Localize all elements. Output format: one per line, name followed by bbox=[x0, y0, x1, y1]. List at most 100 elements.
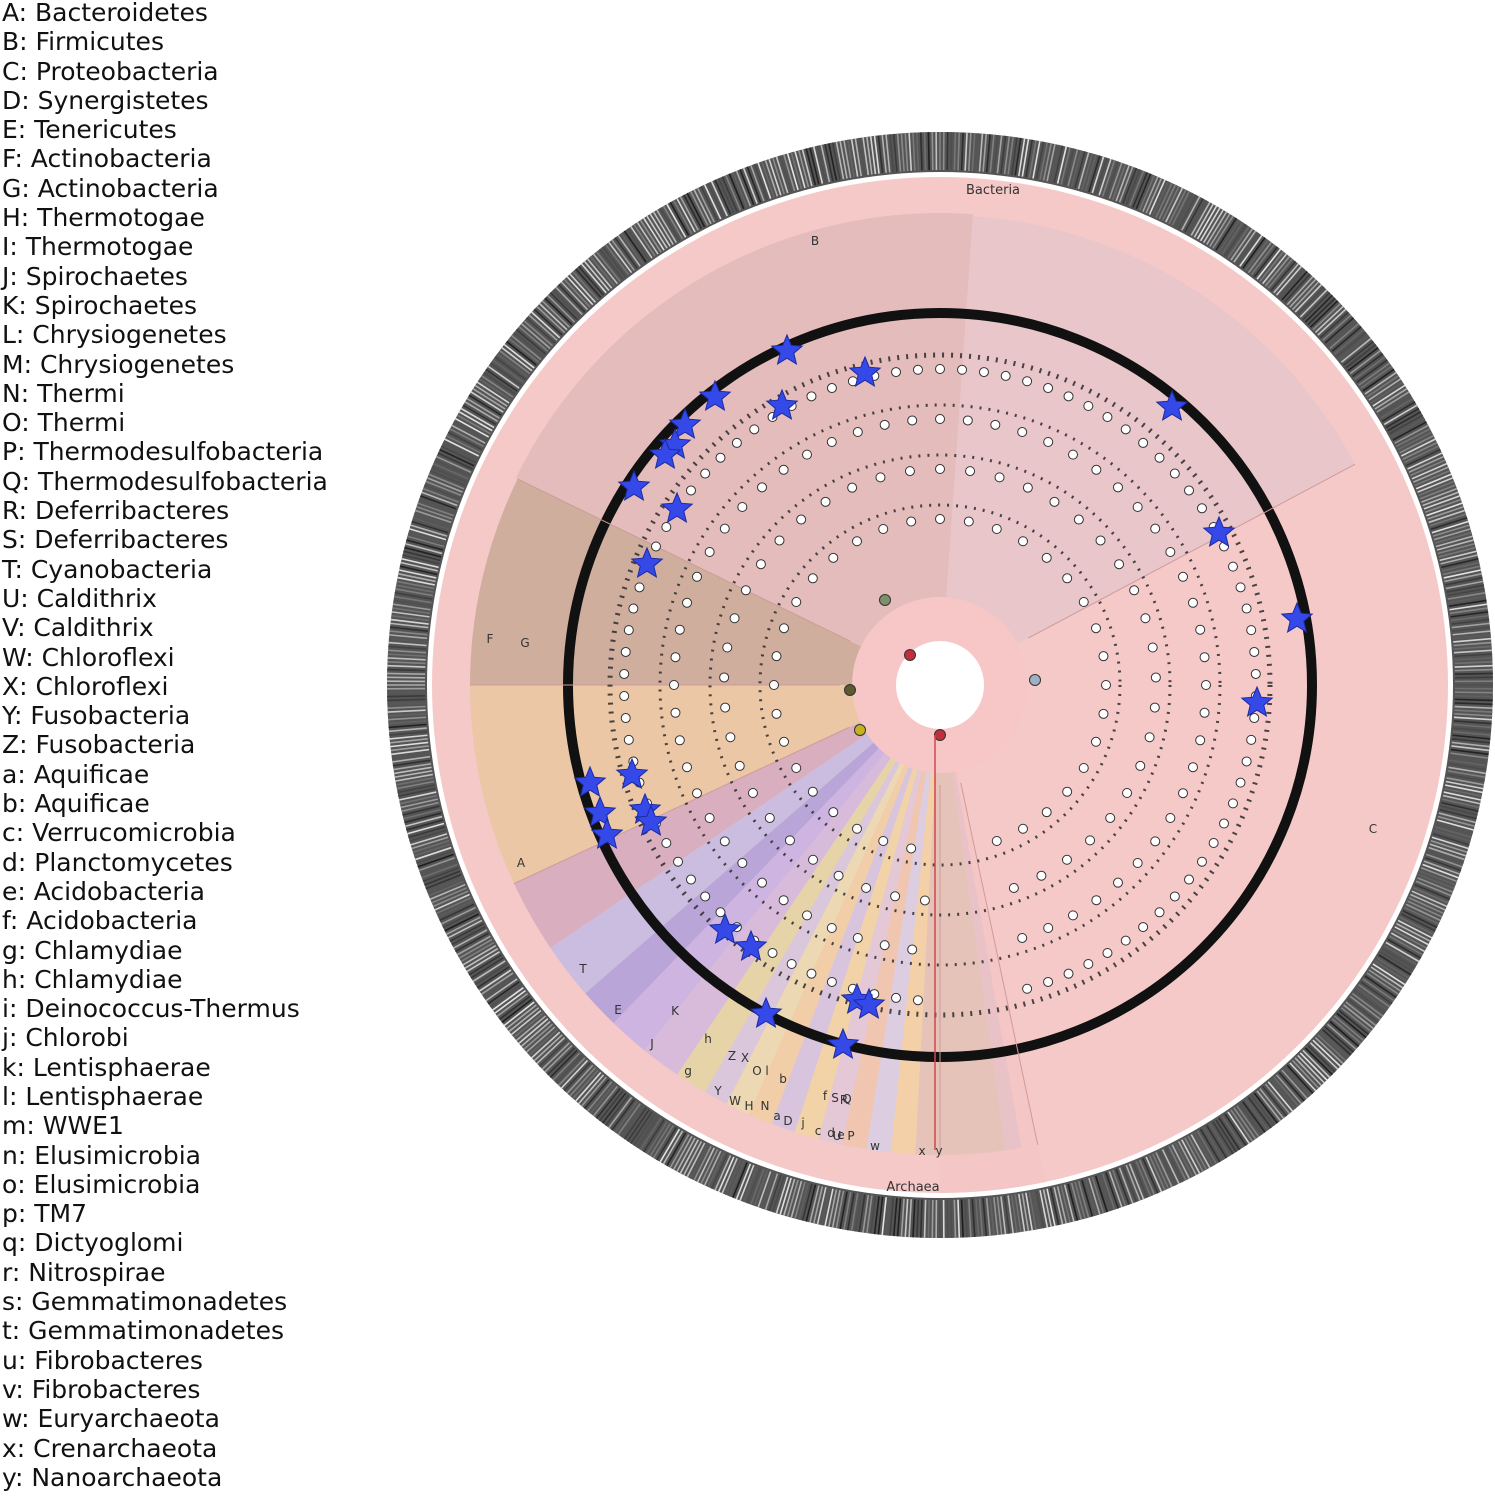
barcode-line bbox=[975, 1198, 980, 1237]
tree-node bbox=[1187, 762, 1198, 773]
tree-node bbox=[784, 835, 795, 846]
star-marker bbox=[826, 1027, 860, 1059]
barcode-line bbox=[1422, 863, 1459, 879]
barcode-line bbox=[555, 1054, 583, 1084]
barcode-line bbox=[1414, 883, 1451, 901]
barcode-line bbox=[1340, 337, 1372, 363]
barcode-line bbox=[1436, 819, 1474, 831]
tree-node bbox=[771, 651, 782, 662]
barcode-line bbox=[393, 599, 432, 608]
barcode-line bbox=[1417, 877, 1454, 893]
barcode-line bbox=[598, 1090, 624, 1122]
barcode-line bbox=[1389, 414, 1424, 435]
barcode-line bbox=[1362, 978, 1395, 1002]
barcode-line bbox=[732, 1162, 748, 1199]
barcode-line bbox=[492, 359, 524, 383]
barcode-line bbox=[1446, 584, 1485, 593]
barcode-line bbox=[757, 1171, 772, 1208]
barcode-line bbox=[1354, 989, 1386, 1014]
barcode-line bbox=[1345, 1001, 1377, 1027]
barcode-line bbox=[1236, 1105, 1260, 1138]
legend-item: N: Thermi bbox=[2, 378, 125, 408]
barcode-line bbox=[1118, 1167, 1134, 1204]
barcode-line bbox=[1454, 691, 1493, 694]
barcode-line bbox=[389, 634, 428, 640]
tree-node bbox=[1078, 597, 1089, 607]
clade-label: H bbox=[744, 1099, 753, 1113]
barcode-line bbox=[828, 143, 838, 181]
barcode-line bbox=[1142, 1158, 1159, 1194]
barcode-line bbox=[1177, 194, 1197, 229]
barcode-line bbox=[1105, 161, 1119, 198]
barcode-line bbox=[1289, 278, 1317, 308]
barcode-line bbox=[393, 595, 432, 604]
barcode-line bbox=[1368, 969, 1402, 992]
barcode-line bbox=[1418, 480, 1455, 497]
tree-node bbox=[1063, 968, 1074, 979]
barcode-line bbox=[449, 922, 484, 942]
tree-node bbox=[994, 472, 1005, 483]
legend-item: M: Chrysiogenetes bbox=[2, 349, 235, 379]
barcode-line bbox=[1407, 452, 1443, 470]
tree-node bbox=[826, 923, 837, 934]
barcode-line bbox=[1396, 922, 1431, 942]
barcode-line bbox=[444, 438, 480, 457]
barcode-line bbox=[858, 1194, 866, 1233]
barcode-line bbox=[1408, 897, 1444, 915]
barcode-line bbox=[790, 152, 803, 190]
barcode-line bbox=[1039, 1190, 1049, 1228]
barcode-line bbox=[598, 248, 624, 280]
barcode-line bbox=[1444, 787, 1482, 797]
barcode-line bbox=[1326, 320, 1357, 347]
barcode-line bbox=[1442, 794, 1481, 805]
barcode-line bbox=[1181, 196, 1201, 231]
legend-item: d: Planctomycetes bbox=[2, 847, 233, 877]
barcode-line bbox=[649, 1123, 671, 1157]
tree-node bbox=[852, 536, 862, 547]
barcode-line bbox=[892, 133, 898, 172]
barcode-line bbox=[1250, 244, 1275, 276]
barcode-line bbox=[772, 1175, 786, 1213]
barcode-line bbox=[1215, 217, 1237, 251]
barcode-line bbox=[1380, 397, 1414, 419]
clade-divider bbox=[1028, 463, 1356, 639]
barcode-line bbox=[1370, 966, 1404, 989]
barcode-line bbox=[1426, 853, 1463, 868]
clade-label: x bbox=[918, 1144, 925, 1158]
barcode-line bbox=[831, 142, 841, 180]
barcode-line bbox=[1358, 984, 1391, 1008]
barcode-line bbox=[1206, 211, 1228, 245]
barcode-line bbox=[1077, 1180, 1090, 1218]
barcode-line bbox=[1390, 932, 1425, 953]
barcode-line bbox=[1259, 1088, 1285, 1119]
legend-item: L: Chrysiogenetes bbox=[2, 320, 227, 350]
barcode-line bbox=[1383, 944, 1418, 966]
barcode-line bbox=[1165, 187, 1184, 223]
barcode-line bbox=[1218, 219, 1241, 253]
barcode-line bbox=[476, 381, 510, 404]
barcode-line bbox=[1304, 294, 1333, 323]
barcode-line bbox=[1053, 145, 1064, 183]
barcode-line bbox=[1010, 137, 1018, 176]
barcode-line bbox=[503, 343, 535, 369]
barcode-line bbox=[1454, 668, 1493, 672]
clade-label: F bbox=[487, 632, 494, 646]
star-marker bbox=[573, 765, 607, 797]
barcode-line bbox=[456, 414, 491, 435]
barcode-line bbox=[412, 517, 450, 531]
barcode-line bbox=[583, 260, 610, 292]
barcode-line bbox=[387, 668, 426, 672]
barcode-line bbox=[643, 1119, 665, 1153]
barcode-line bbox=[560, 281, 589, 311]
barcode-line bbox=[989, 1197, 995, 1236]
star-marker bbox=[708, 912, 742, 944]
barcode-line bbox=[862, 137, 870, 176]
barcode-line bbox=[1407, 900, 1443, 918]
barcode-line bbox=[398, 569, 437, 579]
barcode-line bbox=[764, 1173, 779, 1210]
barcode-line bbox=[1444, 573, 1482, 583]
barcode-line bbox=[1396, 428, 1431, 448]
barcode-line bbox=[1370, 381, 1404, 404]
internal-node bbox=[1029, 674, 1041, 686]
barcode-line bbox=[1454, 657, 1493, 661]
